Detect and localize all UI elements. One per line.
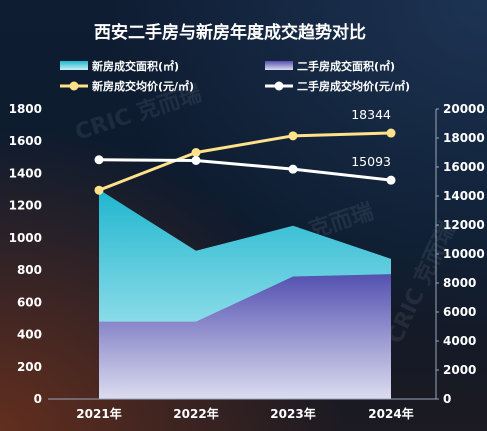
y-right-tick-label: 10000 [443,247,485,261]
point-new-price [191,148,201,157]
legend-label-new-price: 新房成交均价(元/㎡) [92,79,194,93]
point-new-price [94,185,104,195]
point-second-price [288,164,298,174]
data-label-new-price: 18344 [351,107,391,122]
axes: 0200400600800100012001400160018000200040… [9,102,485,421]
legend-label-second-price: 二手房成交均价(元/㎡) [297,79,410,93]
y-right-tick-label: 6000 [443,305,476,319]
y-right-tick-label: 4000 [443,334,476,348]
chart-title: 西安二手房与新房年度成交趋势对比 [94,22,366,43]
y-left-tick-label: 200 [17,360,42,374]
point-second-price [386,175,396,185]
legend-label-new-area: 新房成交面积(㎡) [92,59,179,73]
legend-marker-second-price [274,81,284,91]
legend: 新房成交面积(㎡) 二手房成交面积(㎡) 新房成交均价(元/㎡) 二手房成交均价… [60,59,410,93]
point-second-price [94,155,104,165]
line-new-price [98,131,392,192]
y-right-tick-label: 8000 [443,276,476,290]
y-left-tick-label: 1600 [9,134,42,148]
y-right-tick-label: 20000 [443,102,485,116]
y-right-tick-label: 12000 [443,218,485,232]
y-left-tick-label: 800 [17,263,42,277]
y-right-tick-label: 0 [443,392,451,406]
point-second-price [191,155,201,165]
y-left-tick-label: 0 [34,392,42,406]
legend-marker-new-price [69,81,79,91]
y-left-tick-label: 400 [17,328,42,342]
area-second-hand [99,274,391,399]
y-left-tick-label: 1800 [9,102,42,116]
x-tick-label: 2024年 [368,406,413,421]
line-second-price [98,158,392,182]
legend-swatch-new-area [60,61,88,70]
point-new-price [288,131,298,141]
y-left-tick-label: 1400 [9,166,42,180]
y-left-tick-label: 1000 [9,231,42,245]
point-new-price [386,128,396,138]
y-left-tick-label: 600 [17,295,42,309]
x-tick-label: 2023年 [270,406,315,421]
legend-swatch-second-area [265,61,293,70]
y-right-tick-label: 14000 [443,189,485,203]
data-label-second-price: 15093 [351,154,391,169]
y-right-tick-label: 2000 [443,363,476,377]
y-right-tick-label: 18000 [443,131,485,145]
x-tick-label: 2021年 [76,406,121,421]
y-right-tick-label: 16000 [443,160,485,174]
x-tick-label: 2022年 [173,406,218,421]
plot-area: 18344 15093 [94,107,396,399]
y-left-tick-label: 1200 [9,199,42,213]
legend-label-second-area: 二手房成交面积(㎡) [297,59,395,73]
